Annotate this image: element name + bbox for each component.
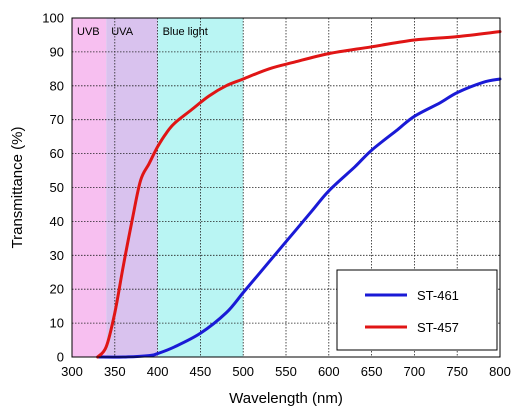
x-tick-label-2: 400: [147, 364, 169, 379]
x-tick-label-7: 650: [361, 364, 383, 379]
plot-frame: [71, 17, 501, 358]
x-tick-label-4: 500: [232, 364, 254, 379]
y-tick-label-8: 80: [50, 78, 64, 93]
series-line-st-457: [96, 30, 502, 359]
x-tick-label-5: 550: [275, 364, 297, 379]
x-tick-label-10: 800: [489, 364, 511, 379]
y-axis-title: Transmittance (%): [9, 127, 26, 249]
x-tick-label-8: 700: [404, 364, 426, 379]
legend-label-st-461: ST-461: [417, 288, 459, 303]
y-tick-label-6: 60: [50, 146, 64, 161]
y-tick-label-10: 100: [42, 11, 64, 26]
x-tick-label-9: 750: [446, 364, 468, 379]
x-tick-label-6: 600: [318, 364, 340, 379]
legend-box: [336, 269, 498, 351]
band-label-2: Blue light: [163, 26, 208, 38]
y-tick-label-2: 20: [50, 282, 64, 297]
y-tick-label-0: 0: [57, 350, 64, 365]
band-0: [72, 18, 107, 357]
band-label-1: UVA: [111, 26, 133, 38]
y-tick-label-3: 30: [50, 248, 64, 263]
axis-ticks: 300 350 400 450 500 550 600 650 700 750 800 0 10 20 30…: [42, 11, 511, 380]
legend: ST-461 ST-457: [336, 269, 498, 351]
y-tick-label-9: 90: [50, 44, 64, 59]
data-series: [96, 30, 502, 359]
x-axis-title: Wavelength (nm): [229, 390, 343, 407]
grid-lines: [72, 18, 500, 357]
band-label-0: UVB: [77, 26, 100, 38]
series-line-st-461: [96, 77, 502, 359]
y-tick-label-1: 10: [50, 316, 64, 331]
y-tick-label-5: 50: [50, 180, 64, 195]
y-tick-label-4: 40: [50, 214, 64, 229]
y-tick-label-7: 70: [50, 112, 64, 127]
x-tick-label-3: 450: [190, 364, 212, 379]
band-1: [106, 18, 158, 357]
x-tick-label-1: 350: [104, 364, 126, 379]
x-tick-label-0: 300: [61, 364, 83, 379]
legend-label-st-457: ST-457: [417, 320, 459, 335]
